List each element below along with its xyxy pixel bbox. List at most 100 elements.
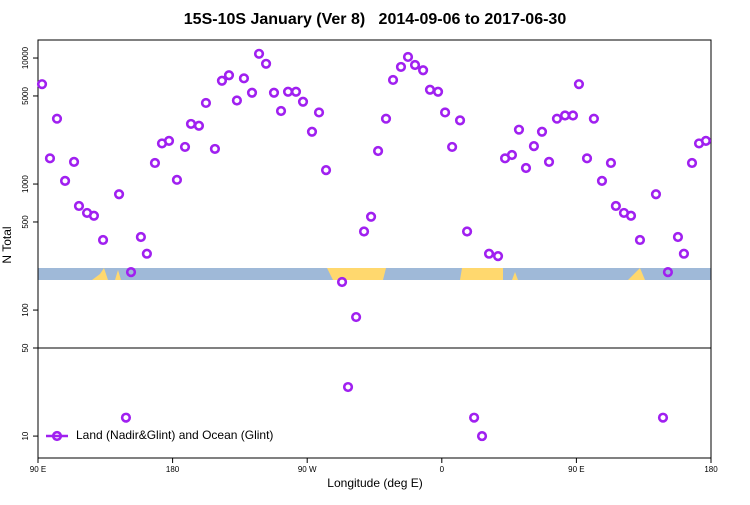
data-point: [120, 412, 132, 423]
land-shape: [460, 268, 503, 280]
data-point: [44, 153, 56, 164]
x-tick-label: 180: [704, 465, 718, 474]
data-point: [268, 87, 280, 98]
y-tick-label: 10000: [21, 46, 30, 69]
data-point: [342, 381, 354, 393]
data-point: [365, 211, 377, 222]
data-point: [432, 86, 444, 97]
data-point: [402, 51, 414, 63]
data-point: [209, 143, 221, 155]
data-point: [581, 153, 593, 164]
data-point: [297, 96, 309, 107]
data-point: [141, 248, 152, 259]
data-point: [36, 79, 48, 90]
data-point: [387, 74, 399, 86]
y-tick-label: 50: [21, 343, 30, 352]
data-point: [418, 65, 429, 76]
map-strip: [38, 268, 711, 280]
data-point: [135, 231, 146, 243]
data-point: [290, 86, 302, 97]
data-point: [275, 105, 287, 117]
data-point: [200, 97, 212, 109]
data-point: [380, 113, 392, 124]
land-shape: [512, 272, 518, 280]
y-tick-label: 1000: [21, 175, 30, 193]
data-point: [476, 430, 488, 442]
data-point: [372, 145, 384, 157]
data-point: [596, 175, 608, 186]
data-point: [634, 234, 646, 246]
data-point: [461, 226, 473, 237]
data-point: [543, 156, 555, 167]
x-tick-label: 90 W: [298, 465, 317, 474]
chart-title: 15S-10S January (Ver 8) 2014-09-06 to 20…: [184, 11, 567, 28]
data-point: [306, 126, 318, 137]
data-point: [320, 165, 332, 176]
data-point: [73, 200, 85, 212]
data-point: [336, 276, 348, 288]
data-point: [528, 141, 540, 152]
data-point: [672, 231, 684, 243]
data-point: [625, 210, 637, 221]
data-point: [246, 87, 258, 98]
data-point: [88, 210, 100, 221]
data-point: [238, 73, 250, 84]
data-point: [605, 157, 617, 169]
data-point: [551, 113, 563, 124]
data-point: [447, 141, 458, 153]
data-point: [650, 189, 662, 200]
data-point: [469, 412, 480, 423]
y-tick-label: 5000: [21, 87, 30, 105]
data-point: [483, 248, 495, 259]
data-point: [506, 149, 518, 161]
data-point: [59, 175, 71, 186]
data-point: [163, 135, 175, 146]
x-axis-label: Longitude (deg E): [327, 476, 422, 490]
land-shape: [115, 270, 121, 280]
data-point: [395, 61, 407, 73]
x-tick-label: 180: [166, 465, 180, 474]
data-point: [113, 189, 125, 200]
data-point: [51, 113, 63, 124]
data-point: [700, 135, 712, 146]
data-point: [125, 267, 137, 278]
data-point: [358, 226, 370, 237]
x-tick-label: 0: [440, 465, 445, 474]
legend-label: Land (Nadir&Glint) and Ocean (Glint): [76, 428, 273, 442]
data-point: [409, 59, 421, 71]
data-point: [662, 267, 674, 278]
data-point: [513, 124, 525, 135]
data-point: [454, 115, 466, 126]
data-point: [313, 107, 325, 118]
data-point: [179, 141, 191, 153]
data-point: [223, 70, 235, 81]
data-point: [68, 156, 80, 167]
data-point: [351, 311, 362, 323]
y-axis-label: N Total: [0, 226, 14, 263]
data-point: [149, 157, 161, 169]
data-point: [686, 157, 698, 169]
land-shape: [628, 268, 645, 280]
data-point: [171, 174, 183, 185]
land-shape: [327, 268, 386, 280]
data-point: [657, 412, 669, 423]
x-tick-label: 90 E: [30, 465, 46, 474]
legend-marker: [51, 430, 63, 442]
y-tick-label: 500: [21, 215, 30, 229]
data-point: [678, 248, 690, 259]
plot-frame: [37, 39, 712, 459]
data-point: [260, 58, 272, 69]
y-tick-label: 100: [21, 303, 30, 317]
data-point: [97, 234, 109, 246]
data-point: [520, 162, 532, 174]
land-shape: [92, 268, 108, 280]
data-point: [231, 95, 243, 106]
x-tick-label: 90 E: [568, 465, 584, 474]
data-point: [536, 126, 548, 137]
legend: Land (Nadir&Glint) and Ocean (Glint): [46, 428, 273, 442]
data-point: [193, 120, 205, 131]
y-tick-label: 10: [21, 431, 30, 440]
data-point: [253, 48, 265, 59]
